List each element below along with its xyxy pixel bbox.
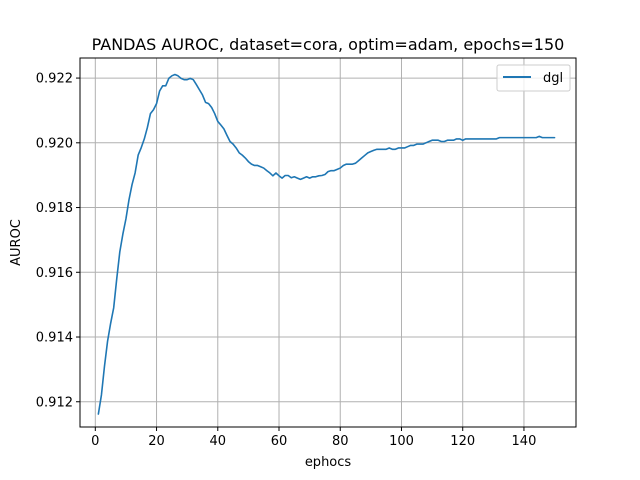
legend: dgl	[496, 64, 571, 92]
x-axis-ticks: 0 20 40 60 80 100 120 140	[91, 427, 536, 449]
legend-box	[496, 64, 571, 92]
y-tick-label: 0.912	[36, 395, 73, 410]
y-tick-label: 0.922	[36, 72, 73, 87]
chart-title: PANDAS AUROC, dataset=cora, optim=adam, …	[92, 35, 565, 54]
legend-label-dgl: dgl	[543, 71, 563, 86]
plot-frame	[79, 57, 577, 428]
x-tick-label: 60	[271, 434, 288, 449]
y-tick-label: 0.918	[36, 201, 73, 216]
x-tick-label: 120	[450, 434, 475, 449]
x-tick-label: 20	[148, 434, 165, 449]
x-tick-label: 80	[332, 434, 349, 449]
x-tick-label: 40	[210, 434, 227, 449]
series-layer	[97, 73, 556, 415]
x-tick-label: 0	[91, 434, 99, 449]
x-axis-label: ephocs	[305, 455, 352, 470]
y-tick-label: 0.914	[36, 331, 73, 346]
y-tick-label: 0.916	[36, 266, 73, 281]
x-tick-label: 100	[389, 434, 414, 449]
x-tick-label: 140	[512, 434, 537, 449]
y-axis-label: AUROC	[9, 219, 24, 266]
y-axis-ticks: 0.912 0.914 0.916 0.918 0.920 0.922	[36, 72, 80, 410]
series-line-dgl	[97, 73, 556, 415]
y-tick-label: 0.920	[36, 136, 73, 151]
